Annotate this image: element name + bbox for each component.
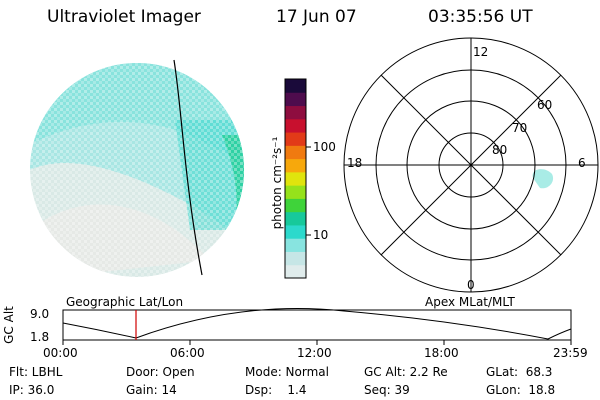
colorbar-label-100: 100 bbox=[313, 140, 336, 154]
info-dsp: Dsp: 1.4 bbox=[245, 383, 307, 397]
colorbar-segment bbox=[285, 251, 306, 266]
lat-label-70: 70 bbox=[512, 121, 528, 135]
info-gain: Gain: 14 bbox=[126, 383, 177, 397]
timeline-ytick-top: 9.0 bbox=[30, 307, 50, 321]
info-glat: GLat: 68.3 bbox=[486, 365, 553, 379]
colorbar-segment bbox=[285, 211, 306, 226]
colorbar-segment bbox=[285, 92, 306, 107]
info-mode: Mode: Normal bbox=[245, 365, 329, 379]
time-label: 03:35:56 UT bbox=[428, 7, 533, 27]
colorbar-label-10: 10 bbox=[313, 228, 329, 242]
colorbar-segment bbox=[285, 79, 306, 93]
colorbar-segment bbox=[285, 132, 306, 146]
colorbar-segment bbox=[285, 198, 306, 213]
colorbar-segment bbox=[285, 145, 306, 160]
info-door: Door: Open bbox=[126, 365, 195, 379]
lat-label-60: 60 bbox=[537, 98, 553, 112]
timeline-xtick-1200: 12:00 bbox=[297, 346, 332, 360]
colorbar-segment bbox=[285, 171, 306, 186]
date-label: 17 Jun 07 bbox=[276, 7, 357, 27]
info-glon: GLon: 18.8 bbox=[486, 383, 556, 397]
auroral-patch bbox=[532, 169, 554, 189]
instrument-title: Ultraviolet Imager bbox=[47, 7, 201, 27]
timeline-ylabel: GC Alt bbox=[2, 306, 16, 344]
colorbar-segment bbox=[285, 224, 306, 239]
timeline-xtick-0000: 00:00 bbox=[43, 346, 78, 360]
polar-plot bbox=[343, 37, 599, 293]
mlt-label-6: 6 bbox=[578, 156, 586, 170]
colorbar-segment bbox=[285, 118, 306, 133]
lat-label-80: 80 bbox=[492, 143, 508, 157]
uv-image-disk bbox=[30, 63, 244, 277]
colorbar-segment bbox=[285, 264, 306, 279]
terminator-line bbox=[173, 59, 203, 276]
timeline-ytick-bottom: 1.8 bbox=[30, 330, 50, 344]
timeline-right-caption: Apex MLat/MLT bbox=[425, 295, 515, 309]
timeline-xtick-1800: 18:00 bbox=[424, 346, 459, 360]
timeline-xtick-2359: 23:59 bbox=[553, 346, 588, 360]
altitude-curve bbox=[62, 308, 572, 340]
mlt-label-12: 12 bbox=[473, 45, 489, 59]
colorbar-segment bbox=[285, 105, 306, 120]
colorbar-segment bbox=[285, 238, 306, 252]
timeline-xtick-0600: 06:00 bbox=[170, 346, 205, 360]
colorbar bbox=[285, 79, 306, 279]
mlt-label-18: 18 bbox=[347, 156, 363, 170]
timeline-box bbox=[62, 309, 572, 341]
mlt-label-0: 0 bbox=[467, 278, 475, 292]
colorbar-segment bbox=[285, 158, 306, 173]
timeline-left-caption: Geographic Lat/Lon bbox=[66, 295, 184, 309]
colorbar-segment bbox=[285, 185, 306, 199]
info-seq: Seq: 39 bbox=[364, 383, 410, 397]
colorbar-unit-label: photon cm⁻²s⁻¹ bbox=[270, 136, 284, 230]
info-gcalt: GC Alt: 2.2 Re bbox=[364, 365, 448, 379]
info-flt: Flt: LBHL bbox=[9, 365, 63, 379]
info-ip: IP: 36.0 bbox=[9, 383, 55, 397]
